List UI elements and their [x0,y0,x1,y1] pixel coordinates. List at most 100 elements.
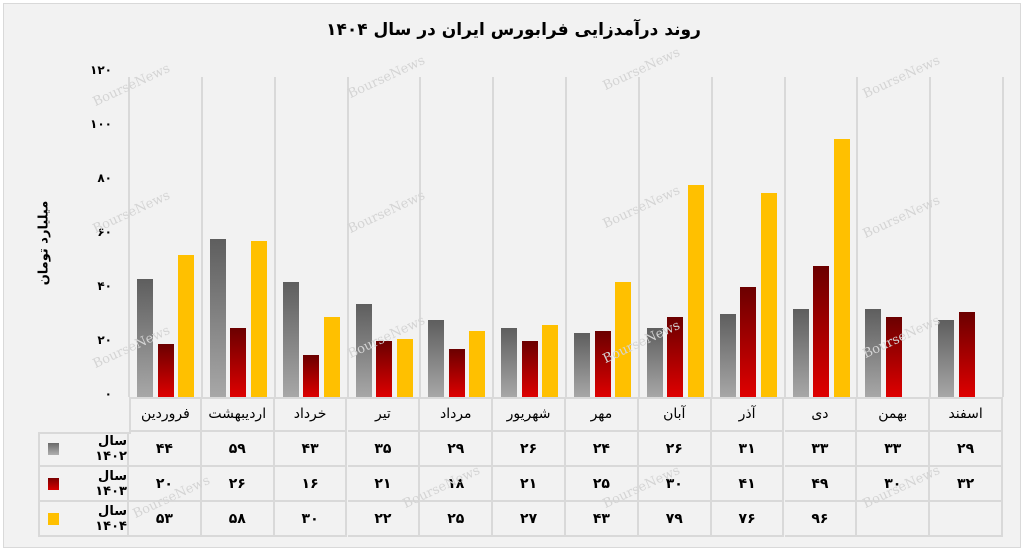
bar [813,265,829,398]
bar [687,184,704,398]
table-cell-value: ۲۶ [638,432,712,467]
table-cell-value: ۵۸ [201,502,275,537]
category-label: دی [784,398,858,432]
table-cell-value: ۲۹ [930,432,1003,467]
x-axis-baseline [129,397,1003,399]
category-label: شهریور [493,398,566,432]
chart-frame [3,3,1021,548]
table-cell-value: ۲۶ [493,432,566,467]
legend-swatch-icon [48,477,60,490]
table-cell-value: ۴۳ [274,432,348,467]
legend-entry: سال ۱۴۰۲ [38,432,129,467]
table-cell-value: ۳۰ [857,467,931,502]
column-divider [346,77,349,397]
table-cell-value: ۹۶ [784,502,858,537]
bar [448,349,465,398]
bar [323,317,340,398]
y-tick-label: ۱۰۰ [90,117,112,131]
table-cell-value: ۵۹ [201,432,275,467]
bar [938,319,955,398]
table-cell-value: ۳۱ [711,432,785,467]
y-tick-label: ۶۰ [97,225,112,239]
table-cell-value: ۱۸ [420,467,494,502]
bar [594,330,611,398]
column-divider [492,77,495,397]
category-label: فروردین [129,398,202,432]
bar [157,344,174,398]
legend-label: سال ۱۴۰۴ [95,503,127,534]
column-divider [637,77,640,397]
legend-swatch-icon [48,442,60,455]
legend-label: سال ۱۴۰۲ [95,433,127,464]
bar [355,303,372,398]
table-legend-top-border [38,432,131,434]
table-cell-value: ۷۹ [638,502,712,537]
chart-title: روند درآمدزایی فرابورس ایران در سال ۱۴۰۴ [326,20,701,40]
column-divider [565,77,567,397]
legend-label: سال ۱۴۰۳ [95,468,127,499]
table-cell-value: ۴۴ [129,432,202,467]
table-cell-value: ۴۱ [711,467,785,502]
bar [230,327,247,398]
table-cell-value: ۱۶ [274,467,348,502]
legend-entry: سال ۱۴۰۳ [38,467,129,502]
bar [469,330,486,398]
column-divider [783,77,786,397]
y-axis-label: میلیارد تومان [36,200,52,286]
bar [865,308,882,398]
data-table: فروردین اردیبهشت خرداد تیر مرداد شهریور مهر آبا… [38,398,1003,537]
bar [792,308,809,398]
column-divider [128,77,130,397]
table-cell-value: ۲۲ [347,502,421,537]
column-divider [929,77,932,397]
column-divider [419,77,422,397]
bar [958,311,975,398]
bar [396,338,413,398]
category-label: بهمن [857,398,931,432]
bar [719,314,736,398]
bar [885,317,902,398]
table-cell-value: ۴۹ [784,467,858,502]
category-label: مهر [566,398,639,432]
category-label: مرداد [420,398,494,432]
y-tick-label: ۰ [104,387,112,401]
bar [521,341,538,398]
legend-swatch-icon [48,512,60,525]
bar [740,287,757,398]
bar [428,319,445,398]
table-cell-value: ۲۵ [566,467,639,502]
plot-area [128,77,1004,398]
table-cell-value: ۳۲ [930,467,1003,502]
table-cell-value: ۳۵ [347,432,421,467]
bar [501,327,518,398]
category-label: تیر [347,398,421,432]
table-cell-value [857,502,931,537]
table-cell-value: ۲۶ [201,467,275,502]
bar [760,192,777,398]
table-cell-value: ۳۳ [784,432,858,467]
category-label: خرداد [274,398,348,432]
y-tick-label: ۱۲۰ [90,63,112,77]
table-cell-value: ۲۱ [347,467,421,502]
bar [250,241,267,398]
column-divider [710,77,713,397]
table-cell-value: ۲۰ [129,467,202,502]
bar [646,327,663,398]
bar [178,254,194,398]
table-cell-value: ۳۳ [857,432,931,467]
table-cell-value: ۲۷ [493,502,566,537]
column-divider [1002,77,1004,397]
bar [303,354,320,398]
bar [574,333,590,398]
bar [282,281,299,398]
bar [667,317,684,398]
table-cell-value: ۳۰ [638,467,712,502]
y-tick-label: ۴۰ [97,279,112,293]
table-cell-value: ۲۵ [420,502,494,537]
category-label: اسفند [930,398,1003,432]
table-cell-value: ۷۶ [711,502,785,537]
bar [376,341,392,398]
category-label: آبان [638,398,712,432]
category-label: آذر [711,398,785,432]
table-cell-value: ۴۳ [566,502,639,537]
